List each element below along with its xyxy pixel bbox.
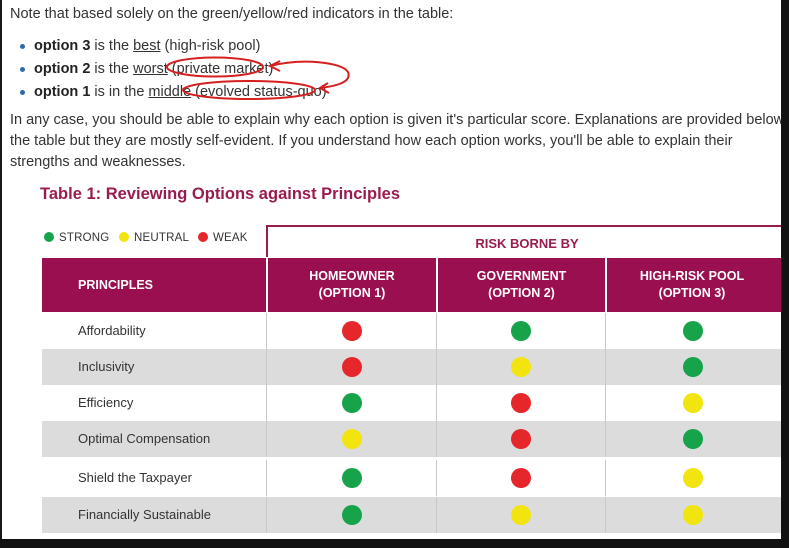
cell-divider xyxy=(605,460,606,496)
options-list: option 3 is the best (high-risk pool) op… xyxy=(10,35,327,104)
principle-label: Financially Sustainable xyxy=(78,507,211,522)
neutral-indicator-icon xyxy=(511,357,531,377)
cell-divider xyxy=(605,497,606,533)
weak-indicator-icon xyxy=(511,393,531,413)
cell-divider xyxy=(605,313,606,349)
cell-divider xyxy=(605,349,606,385)
table-row: Affordability xyxy=(42,313,781,349)
cell-divider xyxy=(605,385,606,421)
weak-dot-icon xyxy=(198,232,208,242)
strong-indicator-icon xyxy=(683,357,703,377)
window-shadow xyxy=(781,0,789,548)
neutral-indicator-icon xyxy=(683,468,703,488)
cell-divider xyxy=(605,421,606,457)
strong-indicator-icon xyxy=(511,321,531,341)
intro-text: Note that based solely on the green/yell… xyxy=(10,6,454,22)
table-title: Table 1: Reviewing Options against Princ… xyxy=(40,185,401,203)
cell-divider xyxy=(266,497,267,533)
principles-header: PRINCIPLES xyxy=(78,277,154,292)
neutral-indicator-icon xyxy=(342,429,362,449)
table-row: Financially Sustainable xyxy=(42,497,781,533)
weak-indicator-icon xyxy=(511,429,531,449)
table-header-row: PRINCIPLES HOMEOWNER (OPTION 1) GOVERNMEN… xyxy=(42,258,781,312)
risk-header: RISK BORNE BY xyxy=(475,236,579,251)
strong-dot-icon xyxy=(44,232,54,242)
table-row: Optimal Compensation xyxy=(42,421,781,457)
cell-divider xyxy=(436,421,437,457)
cell-divider xyxy=(436,385,437,421)
underlined-word: worst xyxy=(133,61,168,77)
column-divider xyxy=(605,258,607,312)
principle-label: Affordability xyxy=(78,323,146,338)
bullet-icon xyxy=(20,44,25,49)
weak-indicator-icon xyxy=(511,468,531,488)
table-row: Inclusivity xyxy=(42,349,781,385)
cell-divider xyxy=(436,313,437,349)
high-risk-pool-header: HIGH-RISK POOL (OPTION 3) xyxy=(639,269,745,300)
principle-label: Shield the Taxpayer xyxy=(78,470,192,485)
principle-label: Optimal Compensation xyxy=(78,431,211,446)
cell-divider xyxy=(436,497,437,533)
cell-divider xyxy=(266,460,267,496)
list-item: option 2 is the worst (private market) xyxy=(10,58,327,81)
neutral-dot-icon xyxy=(119,232,129,242)
risk-header-box: RISK BORNE BY xyxy=(266,225,781,257)
table-row: Efficiency xyxy=(42,385,781,421)
neutral-indicator-icon xyxy=(683,393,703,413)
strong-indicator-icon xyxy=(342,505,362,525)
underlined-word: middle xyxy=(148,84,192,100)
strong-indicator-icon xyxy=(342,393,362,413)
cell-divider xyxy=(266,313,267,349)
weak-indicator-icon xyxy=(342,321,362,341)
list-item: option 1 is in the middle (evolved statu… xyxy=(10,81,327,104)
strong-indicator-icon xyxy=(683,429,703,449)
homeowner-header: HOMEOWNER (OPTION 1) xyxy=(309,269,395,300)
principle-label: Efficiency xyxy=(78,395,134,410)
table-row: Shield the Taxpayer xyxy=(42,460,781,496)
strong-indicator-icon xyxy=(683,321,703,341)
explanation-paragraph: In any case, you should be able to expla… xyxy=(10,112,781,170)
legend-strong: STRONG xyxy=(44,232,109,244)
document-page: Note that based solely on the green/yell… xyxy=(2,0,781,539)
neutral-indicator-icon xyxy=(511,505,531,525)
bullet-icon xyxy=(20,90,25,95)
cell-divider xyxy=(266,421,267,457)
strong-indicator-icon xyxy=(342,468,362,488)
cell-divider xyxy=(266,349,267,385)
cell-divider xyxy=(436,460,437,496)
neutral-indicator-icon xyxy=(683,505,703,525)
legend-weak: WEAK xyxy=(198,232,248,244)
column-divider xyxy=(436,258,438,312)
bullet-icon xyxy=(20,67,25,72)
government-header: GOVERNMENT (OPTION 2) xyxy=(476,269,567,300)
cell-divider xyxy=(436,349,437,385)
list-item: option 3 is the best (high-risk pool) xyxy=(10,35,327,58)
cell-divider xyxy=(266,385,267,421)
underlined-word: best xyxy=(133,38,161,54)
window-shadow xyxy=(0,539,789,548)
column-divider xyxy=(266,258,268,312)
legend-neutral: NEUTRAL xyxy=(119,232,189,244)
principle-label: Inclusivity xyxy=(78,359,135,374)
weak-indicator-icon xyxy=(342,357,362,377)
